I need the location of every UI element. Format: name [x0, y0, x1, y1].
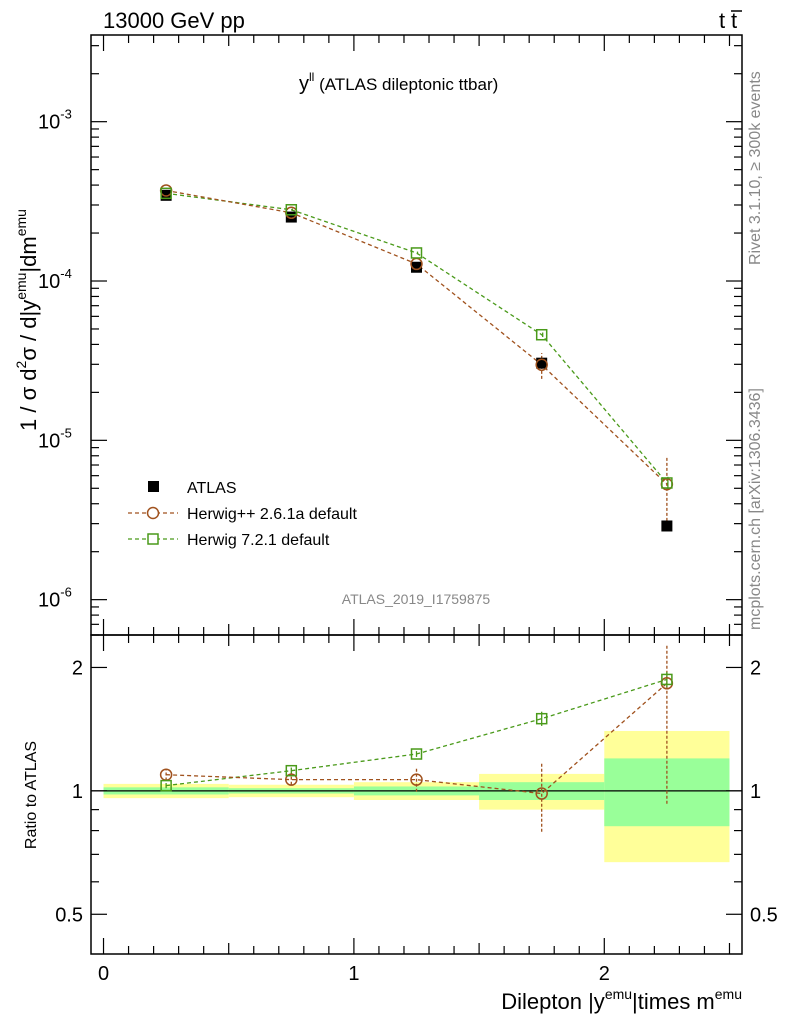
series-herwigpp-line [166, 189, 668, 485]
main-y-tick-label: 10-4 [38, 266, 72, 293]
mcplots-label: mcplots.cern.ch [arXiv:1306.3436] [747, 388, 764, 630]
ratio-y-axis-label: Ratio to ATLAS [23, 741, 40, 849]
main-ticks [91, 35, 742, 636]
legend-herwig7-marker [147, 533, 159, 545]
chart-title: yll (ATLAS dileptonic ttbar) [299, 70, 498, 95]
main-y-tick-labels: 10-3 10-4 10-5 10-6 [38, 107, 72, 612]
ratio-tick-labels: 0.5 0.5 1 1 2 2 0 1 2 [55, 657, 778, 985]
legend-atlas-label: ATLAS [187, 480, 237, 497]
main-panel: 10-3 10-4 10-5 10-6 yll (ATLAS dileptonic t… [13, 34, 743, 636]
ratio-herwigpp-point [410, 773, 423, 786]
ratio-herwig7-point [535, 712, 548, 725]
ratio-ticks [91, 635, 742, 954]
legend-atlas-marker [148, 481, 159, 492]
header-right-bar: t [731, 8, 737, 33]
ratio-y-tick-label-left: 0.5 [55, 904, 83, 926]
herwig7-point [661, 477, 673, 489]
ratio-herwigpp-point [285, 773, 298, 786]
ratio-y-tick-label-right: 2 [750, 657, 761, 679]
herwig7-point [535, 328, 548, 341]
header-right: t [719, 8, 725, 33]
ratio-herwigpp-point [535, 787, 548, 800]
legend-herwigpp-marker [146, 506, 160, 520]
analysis-watermark: ATLAS_2019_I1759875 [342, 591, 491, 607]
atlas-point [285, 211, 297, 223]
ratio-herwig7-point [285, 764, 298, 777]
ratio-frame [90, 634, 743, 955]
main-y-tick-label: 10-5 [38, 425, 72, 452]
herwig7-point [285, 204, 298, 216]
legend: ATLAS Herwig++ 2.6.1a default Herwig 7.2… [128, 480, 357, 549]
atlas-point [536, 357, 548, 369]
herwig7-point [410, 247, 423, 259]
x-tick-label: 1 [348, 963, 359, 985]
series-herwig7-line [166, 192, 668, 484]
rivet-label: Rivet 3.1.10, ≥ 300k events [747, 71, 764, 265]
legend-herwig7-label: Herwig 7.2.1 default [187, 532, 330, 549]
main-y-tick-label: 10-6 [38, 585, 72, 612]
main-data [159, 184, 674, 532]
header-left: 13000 GeV pp [103, 8, 245, 33]
atlas-point [411, 261, 422, 273]
atlas-point [661, 520, 673, 532]
ratio-herwig7-point [160, 779, 172, 792]
x-tick-label: 0 [98, 963, 109, 985]
ratio-y-tick-label-right: 1 [750, 781, 761, 803]
ratio-herwig7-point [661, 673, 673, 686]
herwigpp-point [535, 358, 548, 372]
ratio-herwig7-point [410, 748, 423, 760]
x-axis-label: Dilepton |yemu|times memu [501, 986, 742, 1014]
main-y-axis-label: 1 / σ d2σ / d|yemu|dmemu [13, 209, 41, 431]
ratio-panel: 0.5 0.5 1 1 2 2 0 1 2 Ratio to ATLAS Dilepton |y… [23, 634, 778, 1014]
legend-herwigpp-label: Herwig++ 2.6.1a default [187, 506, 357, 523]
ratio-bands [91, 730, 742, 863]
herwig7-point [160, 187, 172, 200]
x-tick-label: 2 [599, 963, 610, 985]
main-y-tick-label: 10-3 [38, 107, 72, 134]
ratio-y-tick-label-left: 1 [72, 781, 83, 803]
ratio-y-tick-label-left: 2 [72, 657, 83, 679]
ratio-y-tick-label-right: 0.5 [750, 904, 778, 926]
ratio-data [159, 644, 674, 832]
